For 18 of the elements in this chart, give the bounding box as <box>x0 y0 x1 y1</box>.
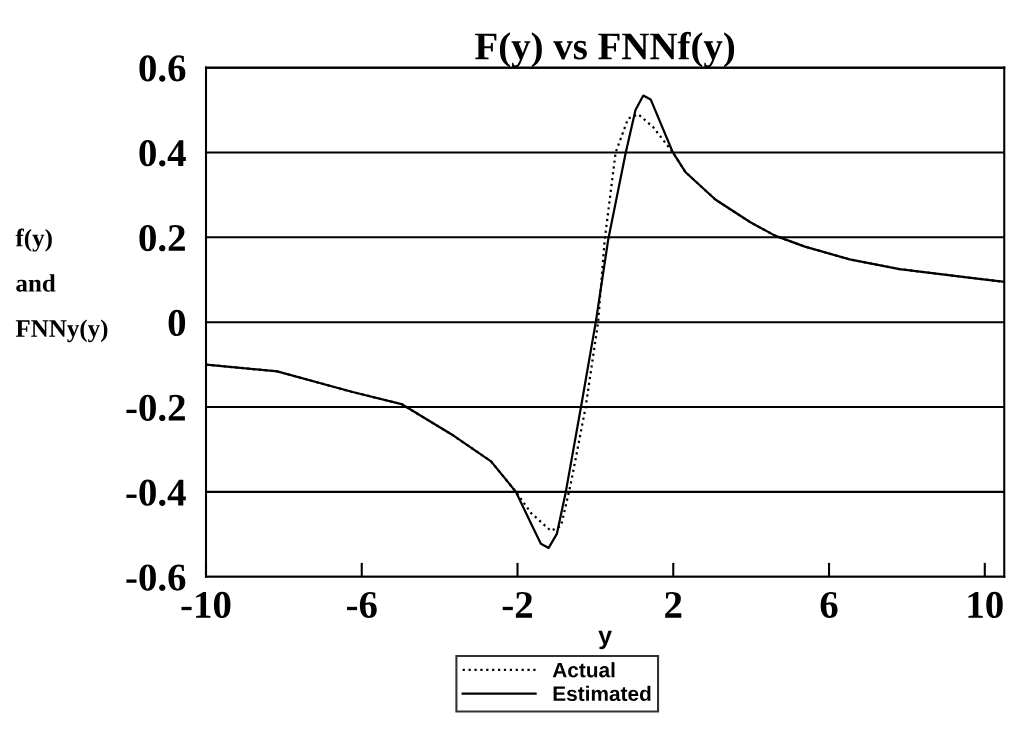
y-tick-label: -0.4 <box>126 479 186 506</box>
x-axis-title: y <box>598 630 612 650</box>
x-tick-label: 2 <box>665 591 682 618</box>
y-tick-label: -0.2 <box>126 394 185 422</box>
y-tick-label: -0.6 <box>126 564 186 591</box>
y-tick-label: 0.2 <box>139 224 185 252</box>
legend-label: Actual <box>552 662 615 678</box>
legend-label: Estimated <box>553 685 651 702</box>
x-tick-label: 10 <box>968 591 1003 619</box>
x-tick-label: -2 <box>502 591 533 618</box>
y-tick-label: 0.6 <box>139 55 186 82</box>
x-tick-label: -6 <box>346 591 377 619</box>
y-tick-label: 0.4 <box>139 140 186 167</box>
y-tick-label: 0 <box>168 309 186 337</box>
x-tick-label: 6 <box>820 591 838 619</box>
chart-title: F(y) vs FNNf(y) <box>475 31 735 68</box>
y-axis-title: f(y) and FNNy(y) <box>15 228 108 343</box>
x-tick-label: -10 <box>181 591 231 619</box>
